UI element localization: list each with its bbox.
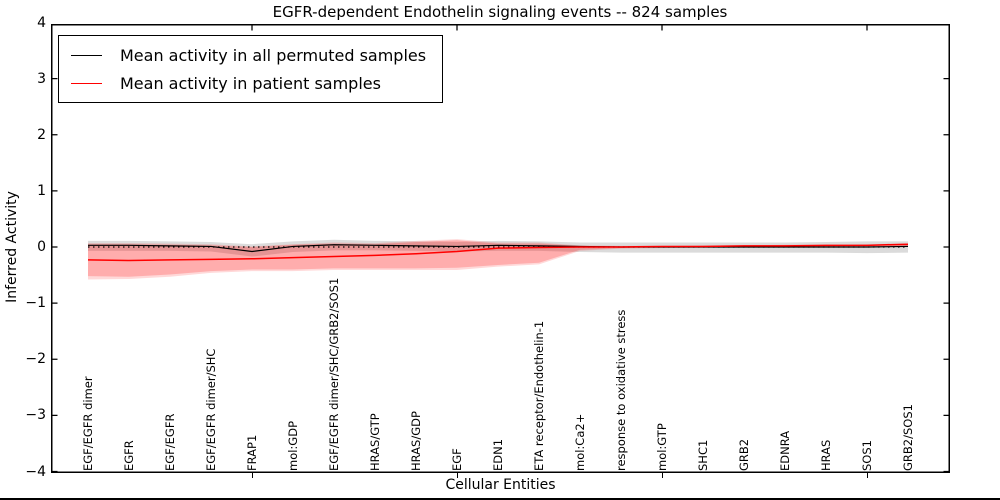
legend: Mean activity in all permuted samples Me… (58, 35, 444, 103)
y-tick-label: −1 (25, 295, 46, 312)
legend-line-sample-black (71, 54, 102, 56)
plot-area (51, 24, 950, 473)
x-category-label: EDNRA (778, 430, 792, 471)
x-category-label: GRB2 (737, 438, 751, 471)
x-category-label: mol:Ca2+ (573, 413, 587, 471)
legend-label-patient: Mean activity in patient samples (120, 73, 381, 93)
x-tick-bottom (457, 473, 459, 478)
legend-entry-patient: Mean activity in patient samples (71, 69, 426, 97)
x-category-label: EGFR (122, 440, 136, 471)
x-category-label: EDN1 (491, 438, 505, 471)
y-tick-label: 0 (37, 239, 46, 255)
patient-samples-band-outer (88, 239, 908, 280)
y-tick-label: 2 (37, 126, 46, 143)
x-category-label: EGF/EGFR dimer/SHC/GRB2/SOS1 (327, 277, 341, 471)
x-category-label: SHC1 (696, 439, 710, 471)
x-category-label: FRAP1 (245, 434, 259, 471)
y-tick-label: −3 (25, 407, 46, 424)
x-category-label: HRAS (819, 439, 833, 471)
chart-title: EGFR-dependent Endothelin signaling even… (272, 3, 728, 21)
y-tick-label: 3 (37, 70, 46, 87)
x-category-label: SOS1 (860, 440, 874, 471)
x-category-label: EGF/EGFR dimer/SHC (204, 348, 218, 471)
x-category-label: EGF/EGFR dimer (81, 376, 95, 471)
y-tick-label: 4 (37, 14, 46, 31)
x-tick-bottom (662, 473, 664, 478)
x-category-label: GRB2/SOS1 (901, 404, 915, 471)
x-category-label: mol:GDP (286, 420, 300, 471)
series-line-0 (88, 244, 909, 253)
x-tick-bottom (867, 473, 869, 478)
x-tick-bottom (252, 473, 254, 478)
y-tick-label: 1 (37, 182, 46, 199)
axes-frame (51, 24, 950, 473)
patient-samples-band-inner (88, 240, 908, 277)
x-category-label: ETA receptor/Endothelin-1 (532, 320, 546, 471)
x-category-label: EGF (450, 448, 464, 471)
legend-label-permuted: Mean activity in all permuted samples (120, 45, 427, 65)
x-category-label: EGF/EGFR (163, 413, 177, 471)
y-tick-label: −2 (25, 351, 46, 368)
x-category-label: HRAS/GTP (368, 413, 382, 471)
y-tick-label: −4 (25, 463, 46, 480)
series-line-1 (87, 243, 909, 262)
legend-entry-permuted: Mean activity in all permuted samples (71, 41, 426, 69)
x-axis-label: Cellular Entities (445, 477, 556, 493)
legend-line-sample-red (71, 82, 102, 84)
x-category-label: response to oxidative stress (614, 309, 628, 471)
x-category-label: mol:GTP (655, 423, 669, 471)
screenshot-bottom-border (0, 497, 1000, 500)
x-category-label: HRAS/GDP (409, 411, 423, 471)
